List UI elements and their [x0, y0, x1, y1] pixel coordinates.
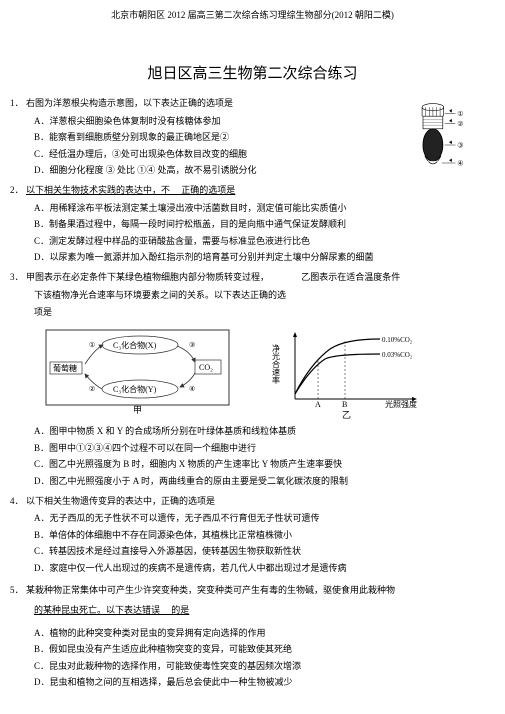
- svg-text:①: ①: [89, 341, 95, 349]
- svg-text:②: ②: [89, 385, 95, 393]
- page-header: 北京市朝阳区 2012 届高三第二次综合练习理综生物部分(2012 朝阳二模): [20, 8, 485, 22]
- q2-option-b: B．制备果酒过程中，每隔一段时间拧松瓶盖，目的是向瓶中通气保证发酵顺利: [34, 217, 485, 231]
- q3-stem: 甲图表示在必定条件下某绿色植物细胞内部分物质转变过程， 乙图表示在适合温度条件: [26, 270, 485, 284]
- q4-option-c: C．转基因技术是经过直接导入外源基因，使转基因生物获取新性状: [34, 544, 485, 558]
- question-1: 1． 右图为洋葱根尖构造示意图，以下表达正确的选项是 A．洋葱根尖细胞染色体复制…: [20, 96, 485, 177]
- q1-option-d: D．细胞分化程度 ③ 处比 ①④ 处高，故不易引诱脱分化: [34, 163, 485, 177]
- svg-text:净光合速率: 净光合速率: [272, 344, 281, 386]
- q4-option-a: A．无子西瓜的无子性状不可以遗传，无子西瓜不行育但无子性状可遗传: [34, 511, 485, 525]
- q2-option-c: C．测定发酵过程中样品的亚硝酸盐含量，需要与标准显色液进行比色: [34, 234, 485, 248]
- chart-jia: 葡萄糖 C₃化合物(X) CO₂ C₃化合物(Y) ① ② ③ ④ 甲: [45, 329, 230, 414]
- q1-option-a: A．洋葱根尖细胞染色体复制时没有核糖体参加: [34, 114, 485, 128]
- q1-option-b: B．能察看到细胞质壁分别现象的最正确地区是②: [34, 130, 485, 144]
- q5-number: 5．: [10, 583, 24, 597]
- question-2: 2． 以下相关生物技术实践的表达中，不 正确的选项是 A．用稀释涂布平板法测定某…: [20, 183, 485, 264]
- svg-text:葡萄糖: 葡萄糖: [53, 363, 77, 373]
- q5-option-a: A．植物的此种突变种类对昆虫的变异拥有定向选择的作用: [34, 626, 485, 640]
- question-5: 5． 某栽种物正常集体中可产生少许突变种类，突变种类可产生有毒的生物碱，驱使食用…: [20, 583, 485, 689]
- question-4: 4． 以下相关生物遗传变异的表达中，正确的选项是 A．无子西瓜的无子性状不可以遗…: [20, 494, 485, 575]
- q2-option-d: D．以尿素为唯一氮源并加入酚红指示剂的培育基可分别并判定土壤中分解尿素的细菌: [34, 250, 485, 264]
- q3-number: 3．: [10, 270, 24, 284]
- svg-text:乙: 乙: [342, 410, 351, 419]
- q3-stem2: 下该植物净光合速率与环境要素之间的关系。以下表达正确的选: [34, 288, 485, 302]
- svg-text:光照强度: 光照强度: [385, 399, 417, 409]
- q5-option-d: D．昆虫和植物之间的互相选择，最后总会使此中一种生物被减少: [34, 675, 485, 689]
- q2-number: 2．: [10, 183, 24, 197]
- q1-option-c: C．经低温办理后，③处可出现染色体数目改变的细胞: [34, 147, 485, 161]
- svg-text:0.03%CO₂: 0.03%CO₂: [382, 351, 413, 359]
- q3-option-b: B．图甲中①②③④四个过程不可以在同一个细胞中进行: [34, 441, 485, 455]
- q3-option-a: A．图甲中物质 X 和 Y 的合成场所分别在叶绿体基质和线粒体基质: [34, 424, 485, 438]
- svg-text:C₃化合物(Y): C₃化合物(Y): [113, 384, 157, 394]
- chart-yi: 净光合速率 0.10%CO₂ 0.03%CO₂ A B 光照强度 乙: [270, 324, 425, 419]
- q2-stem: 以下相关生物技术实践的表达中，不 正确的选项是: [26, 183, 485, 197]
- q5-option-b: B．假如昆虫没有产生适应此种植物突变的变异，可能致使其死绝: [34, 642, 485, 656]
- q3-option-d: D．图乙中光照强度小于 A 时，两曲线重合的原由主要是受二氧化碳浓度的限制: [34, 474, 485, 488]
- svg-text:③: ③: [189, 341, 195, 349]
- svg-text:C₃化合物(X): C₃化合物(X): [113, 340, 157, 350]
- q5-stem1: 某栽种物正常集体中可产生少许突变种类，突变种类可产生有毒的生物碱，驱使食用此栽种…: [26, 583, 485, 597]
- svg-text:0.10%CO₂: 0.10%CO₂: [382, 336, 413, 344]
- q3-option-c: C．图乙中光照强度为 B 时，细胞内 X 物质的产生速率比 Y 物质产生速率要快: [34, 457, 485, 471]
- svg-text:CO₂: CO₂: [199, 363, 213, 372]
- q4-number: 4．: [10, 494, 24, 508]
- q5-option-c: C．昆虫对此栽种物的选择作用，可能致使毒性突变的基因频次增添: [34, 659, 485, 673]
- q2-option-a: A．用稀释涂布平板法测定某土壤浸出液中活菌数目时，测定值可能比实质值小: [34, 201, 485, 215]
- q4-option-d: D．家庭中仅一代人出现过的疾病不是遗传病，若几代人中都出现过才是遗传病: [34, 561, 485, 575]
- svg-text:④: ④: [189, 385, 195, 393]
- svg-text:甲: 甲: [133, 405, 142, 414]
- q3-stem3: 项是: [34, 305, 485, 319]
- question-3: 3． 甲图表示在必定条件下某绿色植物细胞内部分物质转变过程， 乙图表示在适合温度…: [20, 270, 485, 488]
- exam-title: 旭日区高三生物第二次综合练习: [20, 62, 485, 86]
- q4-stem: 以下相关生物遗传变异的表达中，正确的选项是: [26, 494, 485, 508]
- svg-text:B: B: [342, 400, 347, 409]
- q1-stem: 右图为洋葱根尖构造示意图，以下表达正确的选项是: [26, 96, 485, 110]
- q5-stem2: 的某种昆虫死亡。以下表达错误 的是: [34, 603, 485, 617]
- q4-option-b: B．单倍体的体细胞中不存在同源染色体，其植株比正常植株微小: [34, 528, 485, 542]
- svg-text:A: A: [315, 400, 321, 409]
- q1-number: 1．: [10, 96, 24, 110]
